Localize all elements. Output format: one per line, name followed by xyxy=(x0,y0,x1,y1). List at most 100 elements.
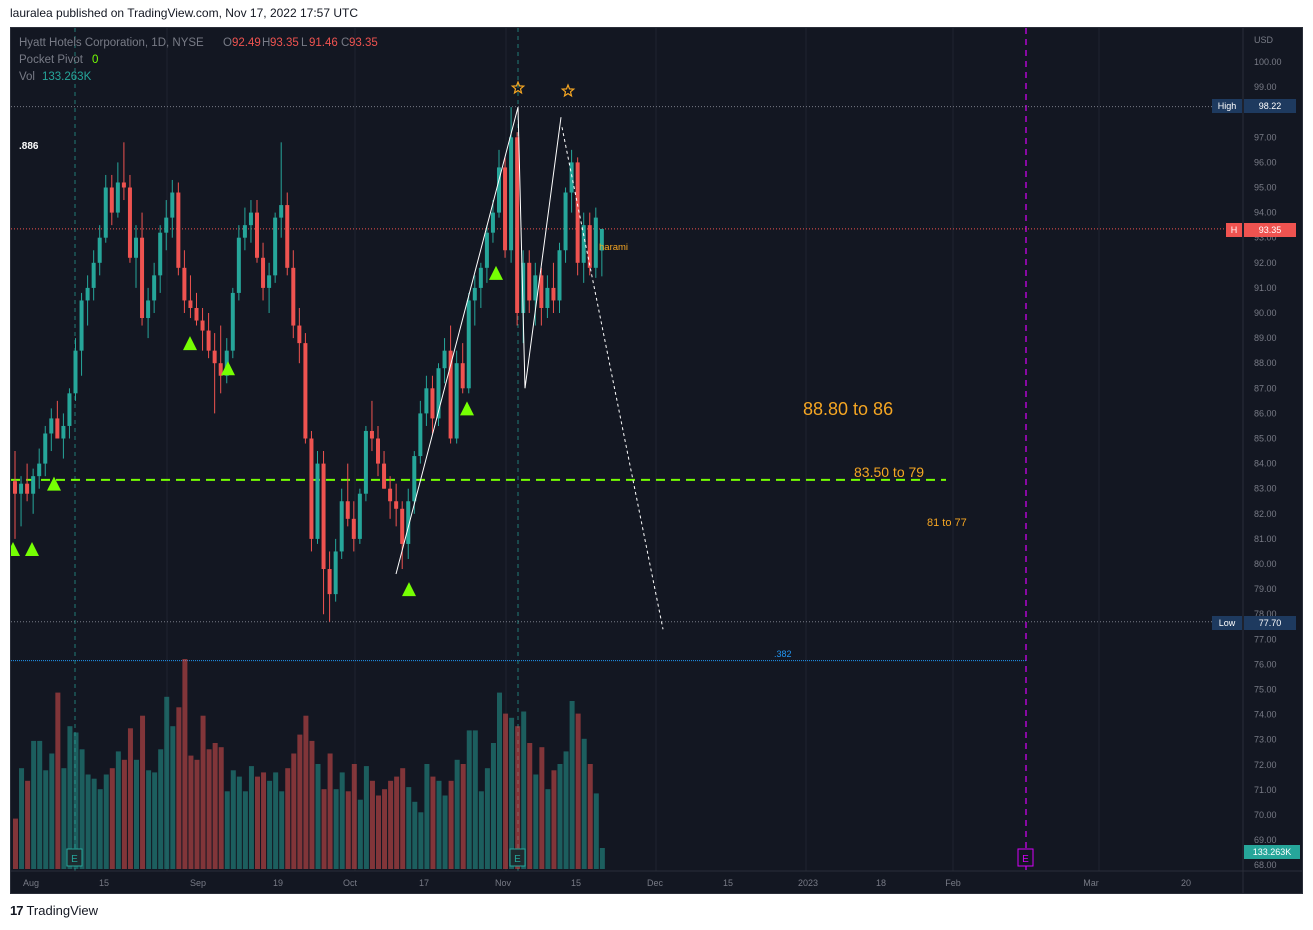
volume-bar xyxy=(509,717,515,869)
candle-body xyxy=(497,167,501,213)
chart-frame[interactable]: Hyatt Hotels Corporation, 1D, NYSE O 92.… xyxy=(10,27,1303,894)
price-tick-label: 85.00 xyxy=(1254,434,1277,444)
volume-bar xyxy=(460,764,466,869)
earnings-marker-nov[interactable]: E xyxy=(509,848,526,867)
candle-body xyxy=(194,307,199,321)
legend-pocket-pivot-label: Pocket Pivot xyxy=(19,54,84,66)
price-chart[interactable]: Hyatt Hotels Corporation, 1D, NYSE O 92.… xyxy=(11,28,1302,893)
volume-bar xyxy=(388,780,394,869)
low-tag-label: Low xyxy=(1219,618,1236,628)
candle-body xyxy=(97,237,102,263)
candle-body xyxy=(539,275,544,308)
candle-body xyxy=(418,413,423,457)
volume-bar xyxy=(472,730,478,869)
volume-bar xyxy=(581,738,587,869)
price-tick-label: 78.00 xyxy=(1254,609,1277,619)
candle-body xyxy=(182,267,187,301)
candle-body xyxy=(103,187,108,238)
candle-body xyxy=(13,481,17,494)
grid-layer xyxy=(74,28,1100,871)
volume-bar xyxy=(400,768,406,869)
volume-bar xyxy=(503,713,509,869)
price-tick-label: 97.00 xyxy=(1254,132,1277,142)
candle-body xyxy=(563,192,568,251)
volume-bar xyxy=(351,764,357,869)
volume-bar xyxy=(321,789,327,869)
volume-bar xyxy=(412,801,418,869)
candle-body xyxy=(115,182,120,213)
candle-body xyxy=(297,325,302,344)
volume-bar xyxy=(448,780,454,869)
candle-body xyxy=(382,463,387,489)
time-tick-label: 2023 xyxy=(798,878,818,888)
candle-body xyxy=(79,300,84,351)
candle-body xyxy=(599,228,604,251)
legend-o-label: O xyxy=(223,37,232,49)
volume-bar xyxy=(587,764,593,869)
volume-bar xyxy=(91,778,97,869)
legend-symbol: Hyatt Hotels Corporation, 1D, NYSE xyxy=(19,37,204,49)
pocket-pivot-triangle xyxy=(402,582,416,597)
top-star-1 xyxy=(510,80,526,95)
price-tick-label: 68.00 xyxy=(1254,860,1277,870)
volume-bar xyxy=(176,707,182,869)
last-price-tag-value: 93.35 xyxy=(1259,225,1282,235)
volume-bar xyxy=(291,753,297,869)
legend-open: 92.49 xyxy=(232,37,261,49)
candle-body xyxy=(109,187,114,213)
earnings-marker-future[interactable]: E xyxy=(1017,848,1034,867)
volume-bar xyxy=(134,759,139,869)
volume-bar xyxy=(478,791,484,869)
drawing-layer xyxy=(11,80,664,630)
price-tick-label: 83.00 xyxy=(1254,484,1277,494)
candle-body xyxy=(406,501,411,544)
earnings-marker-aug[interactable]: E xyxy=(66,848,83,867)
candle-body xyxy=(339,501,344,552)
pocket-pivot-triangle xyxy=(47,476,61,491)
volume-bar xyxy=(539,747,545,869)
volume-bar xyxy=(255,776,260,869)
legend-c-label: C xyxy=(341,37,349,49)
candle-body xyxy=(436,368,441,419)
volume-bar xyxy=(85,774,91,869)
volume-bar xyxy=(236,776,242,869)
volume-bar xyxy=(303,715,309,869)
volume-bar xyxy=(212,743,218,869)
volume-bar xyxy=(115,751,121,869)
time-tick-label: Nov xyxy=(495,878,512,888)
candle-body xyxy=(170,192,175,218)
volume-bar xyxy=(533,774,539,869)
candle-body xyxy=(345,501,350,519)
price-tick-label: 89.00 xyxy=(1254,333,1277,343)
volume-bar xyxy=(369,780,375,869)
price-tick-label: 86.00 xyxy=(1254,408,1277,418)
volume-bar xyxy=(309,740,315,869)
candle-body xyxy=(424,388,429,414)
price-tick-label: 74.00 xyxy=(1254,710,1277,720)
volume-bar xyxy=(267,780,273,869)
candle-body xyxy=(55,418,60,439)
volume-bar xyxy=(13,818,18,869)
volume-bar xyxy=(593,793,599,869)
target-83-79-label: 83.50 to 79 xyxy=(854,464,924,480)
legend-low: 91.46 xyxy=(309,37,338,49)
price-axis[interactable]: USD xyxy=(1242,28,1274,893)
volume-bar xyxy=(25,780,31,869)
candle-body xyxy=(121,182,126,188)
volume-bar xyxy=(376,795,381,869)
high-tag-value: 98.22 xyxy=(1259,101,1282,111)
volume-bar xyxy=(194,759,200,869)
candle-body xyxy=(91,262,96,288)
volume-bar xyxy=(206,749,212,869)
volume-bar xyxy=(109,768,115,869)
candle-body xyxy=(454,363,459,439)
volume-bar xyxy=(551,770,557,869)
candle-body xyxy=(357,493,362,539)
earnings-marker-future-label: E xyxy=(1022,854,1029,865)
volume-bar xyxy=(37,740,43,869)
candle-body xyxy=(146,300,151,319)
volume-bar xyxy=(182,659,188,869)
candle-body xyxy=(134,237,138,258)
volume-bar xyxy=(79,749,85,869)
price-tick-label: 84.00 xyxy=(1254,459,1277,469)
